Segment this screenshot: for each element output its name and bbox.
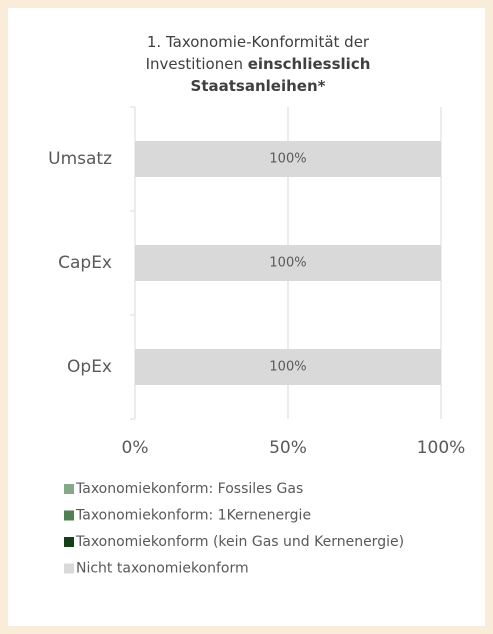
chart-title: 1. Taxonomie-Konformität der Investition… (108, 31, 408, 97)
title-text: 1. Taxonomie-Konformität der Investition… (145, 33, 370, 73)
x-tick-label: 50% (269, 438, 307, 458)
legend-swatch (64, 510, 74, 521)
legend-swatch (64, 537, 74, 547)
title-bold: einschliesslich Staatsanleihen* (190, 55, 371, 95)
legend-label: Taxonomiekonform (kein Gas und Kernenerg… (75, 534, 404, 550)
x-tick-label: 100% (417, 438, 466, 458)
bar-segment (135, 245, 441, 281)
legend-label: Taxonomiekonform: 1Kernenergie (75, 508, 311, 524)
y-tick-label: CapEx (58, 253, 112, 273)
legend-swatch (64, 563, 74, 574)
legend-label: Taxonomiekonform: Fossiles Gas (75, 481, 303, 497)
data-label: 100% (269, 256, 306, 271)
y-tick-label: Umsatz (48, 149, 112, 169)
bar-segment (135, 141, 441, 177)
chart-panel: 1. Taxonomie-Konformität der Investition… (8, 8, 485, 626)
y-tick-label: OpEx (67, 357, 112, 377)
legend-label: Nicht taxonomiekonform (76, 561, 249, 577)
data-label: 100% (269, 152, 306, 167)
x-tick-label: 0% (122, 438, 149, 458)
legend-swatch (64, 484, 74, 494)
bar-segment (135, 349, 441, 385)
data-label: 100% (269, 360, 306, 375)
